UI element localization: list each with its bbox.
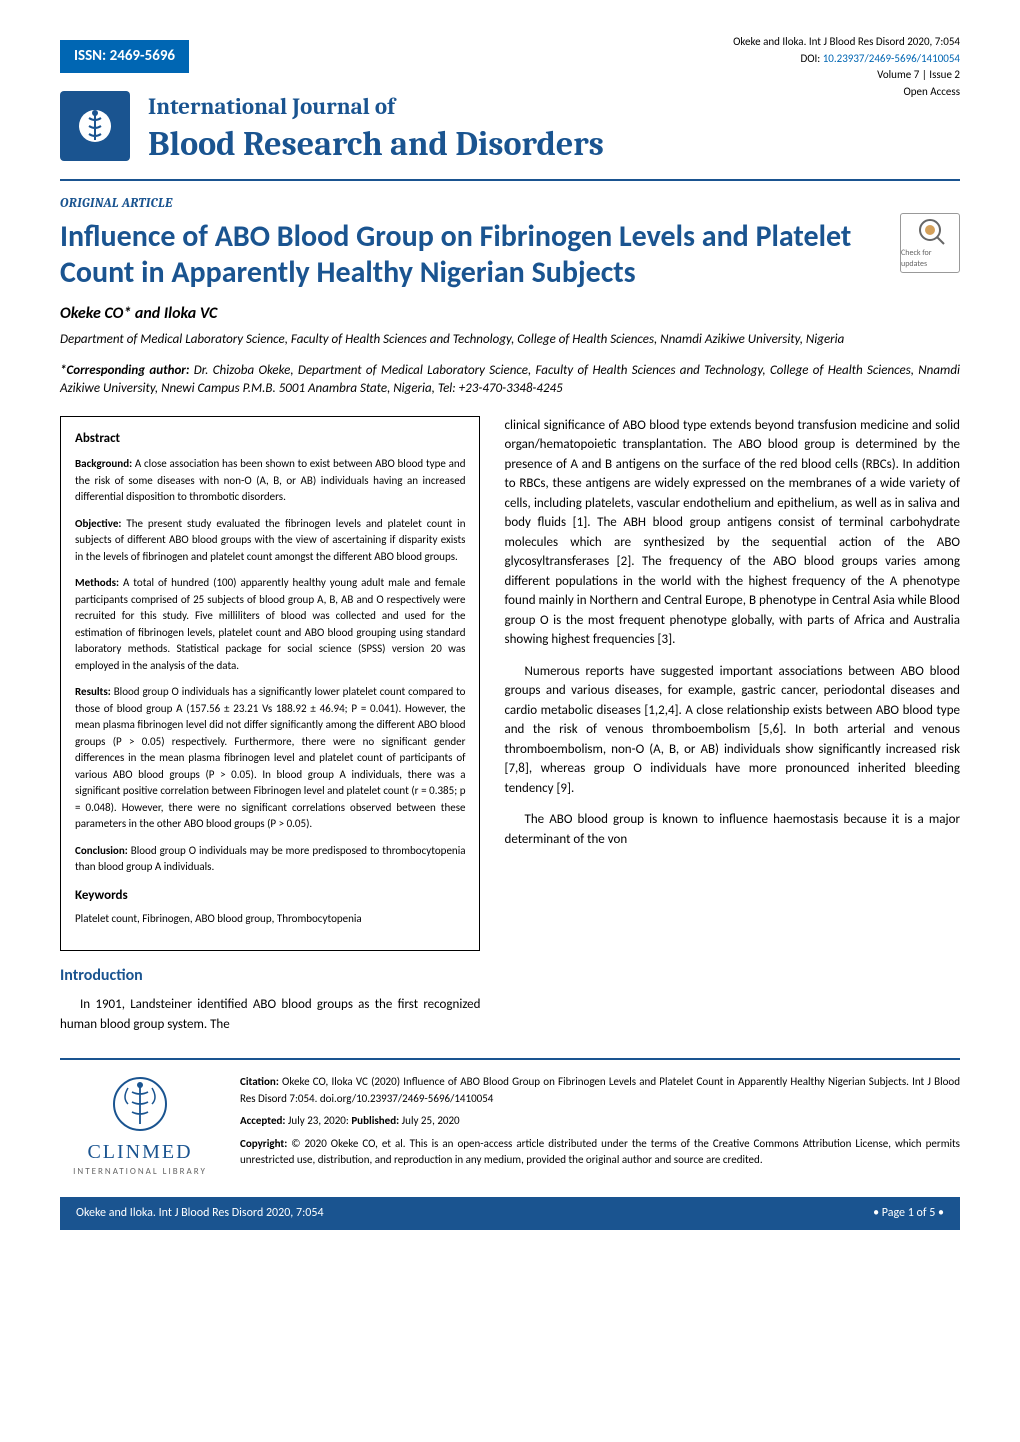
- methods-text: A total of hundred (100) apparently heal…: [75, 576, 465, 672]
- copyright-label: Copyright:: [240, 1137, 287, 1150]
- doi-link[interactable]: 10.23937/2469-5696/1410054: [823, 52, 960, 65]
- accepted-date: July 23, 2020:: [285, 1114, 351, 1127]
- body-para-2: Numerous reports have suggested importan…: [504, 662, 960, 799]
- citation-label: Citation:: [240, 1075, 279, 1088]
- header-divider: [60, 179, 960, 181]
- journal-name: Blood Research and Disorders: [148, 121, 733, 169]
- journal-above-title: International Journal of: [148, 91, 733, 123]
- introduction-heading: Introduction: [60, 965, 480, 987]
- citation-body: Okeke CO, Iloka VC (2020) Influence of A…: [240, 1075, 960, 1105]
- title-row: Influence of ABO Blood Group on Fibrinog…: [60, 213, 960, 291]
- conclusion-text: Blood group O individuals may be more pr…: [75, 844, 465, 874]
- citation-divider: [60, 1058, 960, 1060]
- abstract-methods: Methods: A total of hundred (100) appare…: [75, 575, 465, 674]
- keywords-text: Platelet count, Fibrinogen, ABO blood gr…: [75, 911, 465, 928]
- journal-title-block: International Journal of Blood Research …: [148, 91, 733, 169]
- dates-line: Accepted: July 23, 2020: Published: July…: [240, 1113, 960, 1130]
- publisher-logo: CLINMED INTERNATIONAL LIBRARY: [60, 1074, 220, 1179]
- publisher-subtitle: INTERNATIONAL LIBRARY: [60, 1166, 220, 1179]
- methods-label: Methods:: [75, 576, 119, 589]
- abstract-box: Abstract Background: A close association…: [60, 416, 480, 951]
- corresponding-author: *Corresponding author: Dr. Chizoba Okeke…: [60, 362, 960, 398]
- issn-banner: ISSN: 2469-5696: [60, 40, 189, 73]
- left-column: Abstract Background: A close association…: [60, 416, 480, 1034]
- results-text: Blood group O individuals has a signific…: [75, 685, 465, 830]
- header-doi-line: DOI: 10.23937/2469-5696/1410054: [733, 51, 960, 68]
- publisher-name: CLINMED: [60, 1138, 220, 1166]
- results-label: Results:: [75, 685, 111, 698]
- body-para-1: clinical significance of ABO blood type …: [504, 416, 960, 650]
- objective-label: Objective:: [75, 517, 121, 530]
- citation-text-block: Citation: Okeke CO, Iloka VC (2020) Infl…: [240, 1074, 960, 1175]
- volume-issue: Volume 7 | Issue 2: [733, 67, 960, 84]
- abstract-heading: Abstract: [75, 429, 465, 449]
- abstract-background: Background: A close association has been…: [75, 456, 465, 506]
- issn-value: 2469-5696: [110, 47, 175, 65]
- copyright-line: Copyright: © 2020 Okeke CO, et al. This …: [240, 1136, 960, 1169]
- citation-block: CLINMED INTERNATIONAL LIBRARY Citation: …: [60, 1074, 960, 1179]
- body-para-3: The ABO blood group is known to influenc…: [504, 810, 960, 849]
- background-text: A close association has been shown to ex…: [75, 457, 465, 503]
- footer-bar: Okeke and Iloka. Int J Blood Res Disord …: [60, 1197, 960, 1230]
- abstract-objective: Objective: The present study evaluated t…: [75, 516, 465, 566]
- keywords-heading: Keywords: [75, 886, 465, 906]
- page-container: ISSN: 2469-5696 Okeke and Iloka. Int J B…: [0, 0, 1020, 1250]
- clinmed-icon: [110, 1074, 170, 1134]
- citation-line: Citation: Okeke CO, Iloka VC (2020) Infl…: [240, 1074, 960, 1107]
- background-label: Background:: [75, 457, 132, 470]
- article-type: ORIGINAL ARTICLE: [60, 195, 960, 213]
- header-citation-line: Okeke and Iloka. Int J Blood Res Disord …: [733, 34, 960, 51]
- abstract-results: Results: Blood group O individuals has a…: [75, 684, 465, 833]
- copyright-text: © 2020 Okeke CO, et al. This is an open-…: [240, 1137, 960, 1167]
- two-column-layout: Abstract Background: A close association…: [60, 416, 960, 1034]
- crossmark-icon: [914, 216, 946, 248]
- crossmark-badge[interactable]: Check for updates: [900, 213, 960, 273]
- footer-right: • Page 1 of 5 •: [873, 1205, 944, 1222]
- journal-logo-icon: [60, 91, 130, 161]
- issn-label: ISSN:: [74, 47, 106, 65]
- conclusion-label: Conclusion:: [75, 844, 128, 857]
- abstract-conclusion: Conclusion: Blood group O individuals ma…: [75, 843, 465, 876]
- journal-header-block: International Journal of Blood Research …: [60, 91, 733, 169]
- doi-label: DOI:: [800, 52, 822, 65]
- published-label: Published:: [351, 1114, 399, 1127]
- corresponding-text: Dr. Chizoba Okeke, Department of Medical…: [60, 363, 960, 396]
- affiliation: Department of Medical Laboratory Science…: [60, 331, 960, 349]
- intro-para-1: In 1901, Landsteiner identified ABO bloo…: [60, 995, 480, 1034]
- authors: Okeke CO* and Iloka VC: [60, 303, 960, 325]
- article-title: Influence of ABO Blood Group on Fibrinog…: [60, 219, 880, 291]
- crossmark-label: Check for updates: [901, 248, 959, 270]
- open-access: Open Access: [733, 84, 960, 101]
- right-column: clinical significance of ABO blood type …: [504, 416, 960, 1034]
- corresponding-label: *Corresponding author:: [60, 363, 189, 378]
- published-date: July 25, 2020: [399, 1114, 459, 1127]
- footer-left: Okeke and Iloka. Int J Blood Res Disord …: [76, 1205, 324, 1222]
- caduceus-icon: [75, 106, 115, 146]
- accepted-label: Accepted:: [240, 1114, 285, 1127]
- header-meta-right: Okeke and Iloka. Int J Blood Res Disord …: [733, 34, 960, 100]
- objective-text: The present study evaluated the fibrinog…: [75, 517, 465, 563]
